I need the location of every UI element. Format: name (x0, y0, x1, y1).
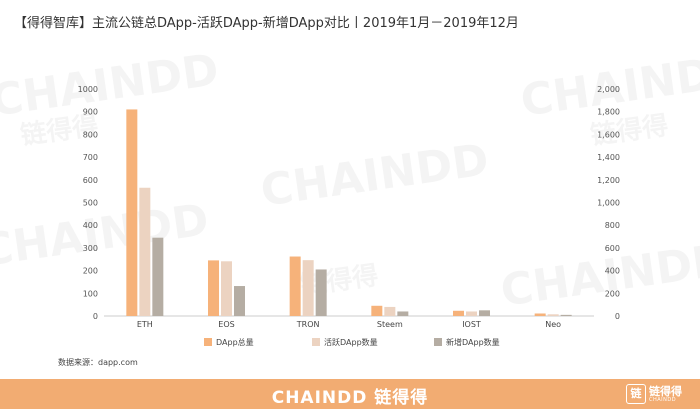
logo-cn-text: 链得得 (649, 384, 682, 398)
x-tick-label: TRON (296, 320, 320, 329)
bar (371, 305, 383, 316)
bar (453, 310, 464, 316)
bar (397, 311, 409, 316)
legend-label: 新增DApp数量 (446, 337, 500, 347)
bar (289, 256, 301, 316)
y-tick-label-left: 400 (83, 221, 98, 230)
bar (302, 260, 314, 316)
legend-swatch (434, 338, 442, 346)
bar (126, 109, 138, 317)
bar (384, 306, 396, 316)
y-tick-label-left: 1000 (78, 85, 98, 94)
y-tick-label-left: 0 (93, 312, 98, 321)
y-tick-label-right: 1,400 (597, 153, 620, 162)
x-tick-label: ETH (137, 320, 153, 329)
bar (479, 310, 490, 316)
bar (152, 237, 164, 316)
y-tick-label-left: 800 (83, 130, 98, 139)
legend-label: 活跃DApp数量 (324, 337, 378, 347)
y-tick-label-left: 200 (83, 267, 98, 276)
footer-banner: CHAINDD 链得得 链 链得得 CHAINDD (0, 379, 700, 409)
legend-swatch (312, 338, 320, 346)
x-tick-label: EOS (218, 320, 234, 329)
bar (534, 313, 546, 316)
y-tick-label-right: 600 (605, 244, 620, 253)
y-tick-label-right: 1,000 (597, 199, 620, 208)
y-tick-label-left: 100 (83, 289, 98, 298)
y-tick-label-right: 800 (605, 221, 620, 230)
bar (139, 187, 151, 316)
bar (466, 311, 477, 316)
footer-brand: CHAINDD 链得得 (271, 388, 429, 408)
bar (315, 269, 327, 316)
bar (560, 314, 572, 316)
x-tick-label: Neo (545, 320, 561, 329)
y-tick-label-right: 1,600 (597, 130, 620, 139)
bar (547, 314, 559, 316)
y-tick-label-right: 2,000 (597, 85, 620, 94)
y-tick-label-left: 700 (83, 153, 98, 162)
y-tick-label-right: 0 (615, 312, 620, 321)
y-tick-label-left: 300 (83, 244, 98, 253)
bar (221, 261, 232, 316)
logo-icon: 链 (626, 384, 646, 404)
source-note: 数据来源：dapp.com (58, 358, 138, 367)
y-tick-label-right: 400 (605, 267, 620, 276)
footer-logo: 链 链得得 CHAINDD (626, 383, 682, 405)
legend-swatch (204, 338, 212, 346)
y-tick-label-left: 500 (83, 199, 98, 208)
y-tick-label-left: 900 (83, 108, 98, 117)
x-tick-label: Steem (377, 320, 403, 329)
page-title: 【得得智库】主流公链总DApp-活跃DApp-新增DApp对比丨2019年1月－… (14, 16, 519, 31)
y-tick-label-right: 1,200 (597, 176, 620, 185)
x-tick-label: IOST (462, 320, 481, 329)
bar (208, 260, 219, 316)
legend-label: DApp总量 (216, 337, 254, 347)
bar (234, 286, 245, 316)
bar-chart: 0 100 200 300 400 500 600 700 800 900 1000 0 200 400 6… (78, 85, 620, 347)
y-tick-label-right: 200 (605, 289, 620, 298)
y-tick-label-right: 1,800 (597, 108, 620, 117)
logo-en-text: CHAINDD (649, 396, 677, 403)
y-tick-label-left: 600 (83, 176, 98, 185)
